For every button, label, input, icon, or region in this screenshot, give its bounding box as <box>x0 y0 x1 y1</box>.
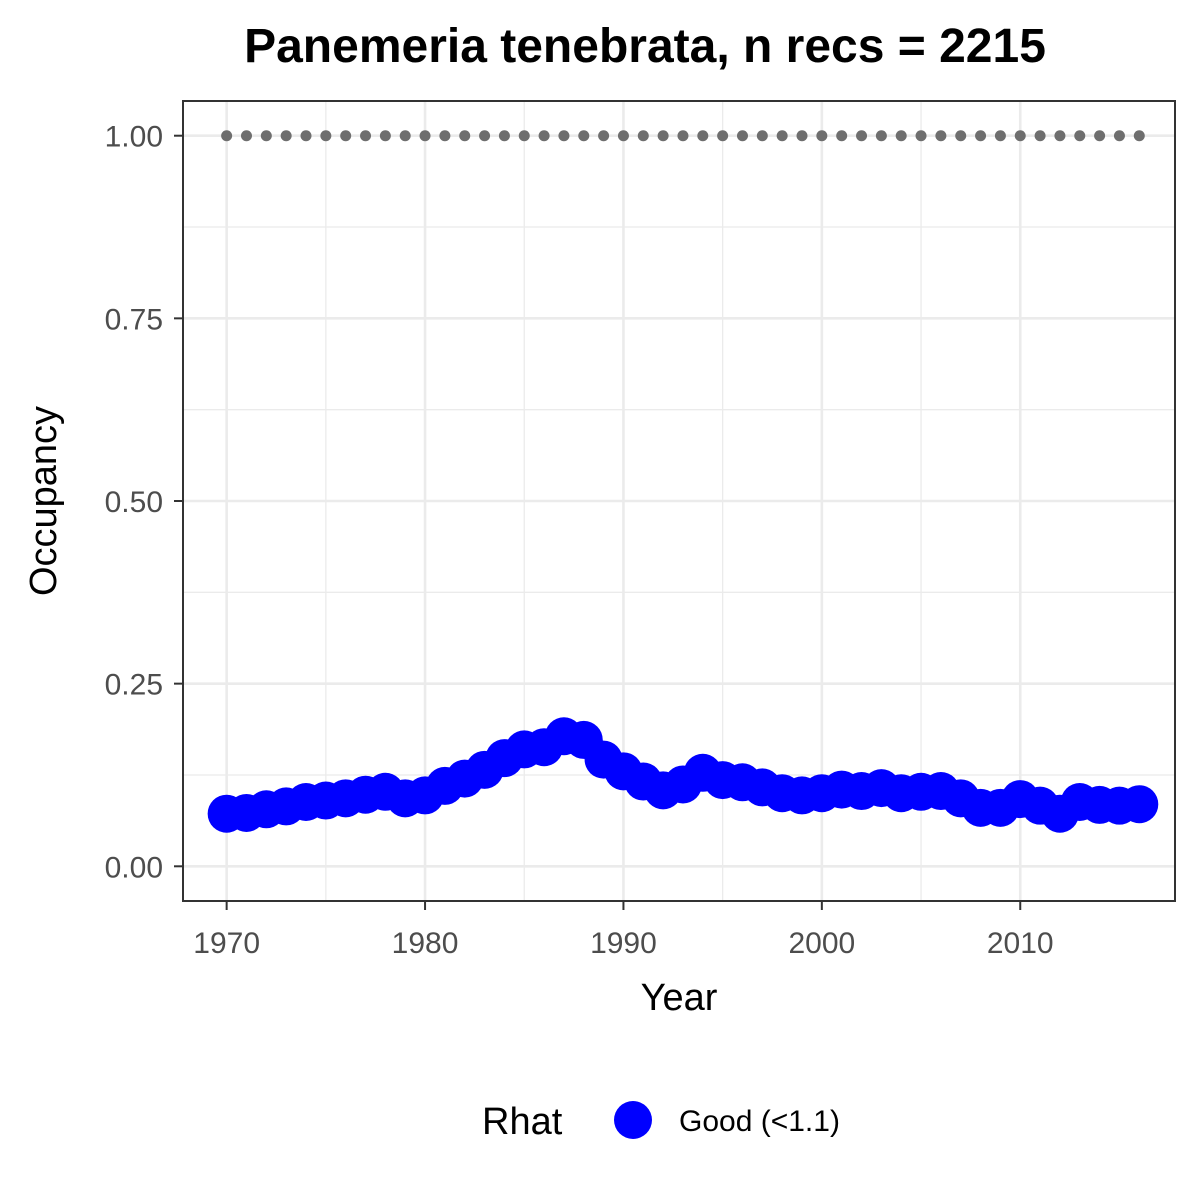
reference-point <box>280 130 292 142</box>
reference-point <box>1094 130 1106 142</box>
x-tick-label: 2010 <box>987 927 1054 960</box>
reference-point <box>697 130 709 142</box>
reference-point <box>260 130 272 142</box>
x-axis-title: Year <box>641 977 718 1019</box>
legend-key-good <box>614 1101 652 1139</box>
reference-point <box>657 130 669 142</box>
reference-point <box>598 130 610 142</box>
reference-point <box>399 130 411 142</box>
reference-point <box>975 130 987 142</box>
reference-point <box>875 130 887 142</box>
x-tick-label: 1970 <box>193 927 260 960</box>
reference-point <box>221 130 233 142</box>
reference-point <box>994 130 1006 142</box>
y-tick-label: 1.00 <box>105 121 163 154</box>
reference-point <box>756 130 768 142</box>
reference-point <box>558 130 570 142</box>
reference-point <box>736 130 748 142</box>
reference-series <box>221 130 1145 142</box>
reference-point <box>1074 130 1086 142</box>
legend: Rhat Good (<1.1) <box>482 1101 840 1143</box>
reference-point <box>578 130 590 142</box>
legend-label-good: Good (<1.1) <box>679 1105 840 1138</box>
y-tick-label: 0.00 <box>105 851 163 884</box>
reference-point <box>1113 130 1125 142</box>
reference-point <box>637 130 649 142</box>
reference-point <box>955 130 967 142</box>
reference-point <box>796 130 808 142</box>
reference-point <box>300 130 312 142</box>
reference-point <box>1034 130 1046 142</box>
reference-point <box>1133 130 1145 142</box>
reference-point <box>360 130 372 142</box>
reference-point <box>459 130 471 142</box>
reference-point <box>717 130 729 142</box>
x-axis: 1970 1980 1990 2000 2010 <box>193 901 1054 960</box>
occupancy-series <box>207 717 1159 833</box>
y-tick-label: 0.25 <box>105 669 163 702</box>
y-tick-label: 0.50 <box>105 486 163 519</box>
reference-point <box>915 130 927 142</box>
reference-point <box>379 130 391 142</box>
x-tick-label: 1980 <box>392 927 459 960</box>
reference-point <box>538 130 550 142</box>
reference-point <box>816 130 828 142</box>
reference-point <box>340 130 352 142</box>
reference-point <box>935 130 947 142</box>
reference-point <box>617 130 629 142</box>
reference-point <box>240 130 252 142</box>
chart-title: Panemeria tenebrata, n recs = 2215 <box>244 20 1046 73</box>
reference-point <box>479 130 491 142</box>
reference-point <box>439 130 451 142</box>
reference-point <box>856 130 868 142</box>
reference-point <box>1014 130 1026 142</box>
y-axis-title: Occupancy <box>23 406 65 596</box>
reference-point <box>677 130 689 142</box>
reference-point <box>518 130 530 142</box>
y-axis: 0.00 0.25 0.50 0.75 1.00 <box>105 121 183 884</box>
reference-point <box>836 130 848 142</box>
reference-point <box>776 130 788 142</box>
reference-point <box>419 130 431 142</box>
reference-point <box>320 130 332 142</box>
reference-point <box>1054 130 1066 142</box>
occupancy-point <box>1120 785 1159 824</box>
y-tick-label: 0.75 <box>105 303 163 336</box>
legend-title: Rhat <box>482 1101 563 1143</box>
x-tick-label: 1990 <box>590 927 657 960</box>
reference-point <box>895 130 907 142</box>
x-tick-label: 2000 <box>788 927 855 960</box>
reference-point <box>498 130 510 142</box>
